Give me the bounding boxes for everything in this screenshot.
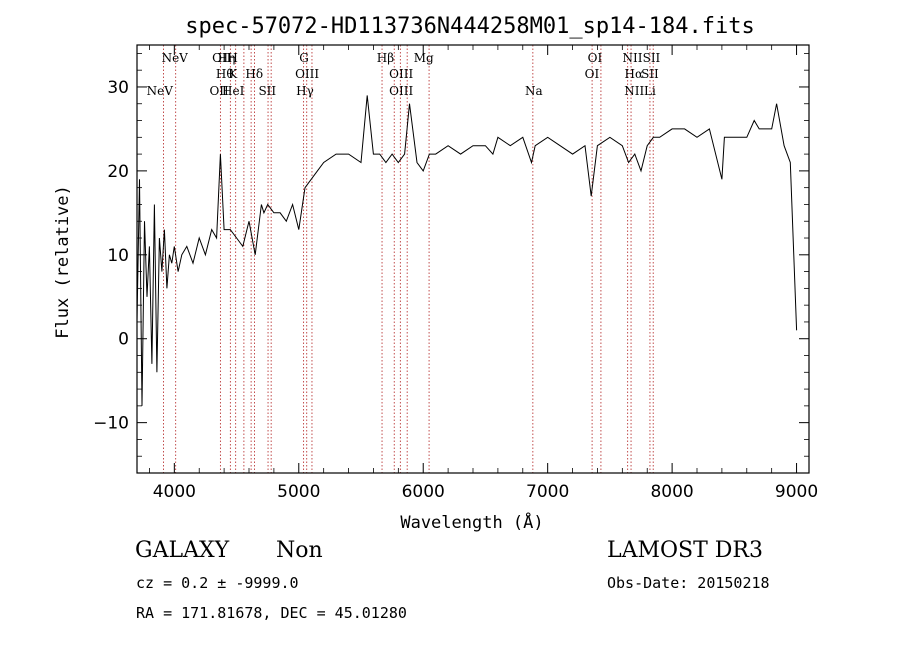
ion-label-lower_row-7: NII bbox=[624, 84, 644, 98]
y-tick-label: −10 bbox=[93, 414, 129, 434]
plot-frame bbox=[136, 44, 810, 474]
ion-label-middle_row-6: Hα bbox=[624, 67, 643, 81]
ion-label-middle_row-5: OI bbox=[585, 67, 600, 81]
x-tick-label: 7000 bbox=[526, 482, 569, 502]
x-axis-ticks: 4000 5000 6000 7000 8000 9000 bbox=[149, 45, 818, 502]
ion-label-lower_row-1: OII bbox=[209, 84, 229, 98]
chart-title: spec-57072-HD113736N444258M01_sp14-184.f… bbox=[185, 14, 755, 39]
survey-name: LAMOST DR3 bbox=[607, 538, 763, 563]
ion-label-middle_row-0: Hθ bbox=[216, 67, 234, 81]
ion-label-middle_row-7: SII bbox=[641, 67, 659, 81]
spectrum-chart: spec-57072-HD113736N444258M01_sp14-184.f… bbox=[53, 14, 818, 533]
x-axis-title: Wavelength (Å) bbox=[400, 511, 543, 533]
x-tick-label: 8000 bbox=[650, 482, 693, 502]
ion-label-lower_row-6: Na bbox=[525, 84, 543, 98]
ion-label-lower_row-2: HeI bbox=[222, 84, 245, 98]
y-tick-label: 10 bbox=[107, 246, 129, 266]
ion-label-upper_row-3: H bbox=[227, 51, 237, 65]
x-tick-label: 4000 bbox=[153, 482, 196, 502]
y-tick-label: 0 bbox=[118, 330, 129, 350]
y-axis-ticks: −10 0 10 20 30 bbox=[93, 52, 809, 457]
ion-label-upper_row-0: NeV bbox=[162, 51, 189, 65]
ion-label-middle_row-3: OIII bbox=[295, 67, 319, 81]
ion-label-upper_row-4: G bbox=[299, 51, 309, 65]
spectrum-line bbox=[136, 95, 798, 406]
ion-label-upper_row-5: Hβ bbox=[377, 51, 394, 65]
ion-label-middle_row-4: OIII bbox=[389, 67, 413, 81]
y-axis-title: Flux (relative) bbox=[53, 185, 73, 339]
ion-label-upper_row-6: Mg bbox=[414, 51, 434, 65]
ion-label-lower_row-4: Hγ bbox=[296, 84, 314, 98]
object-class: GALAXY bbox=[135, 538, 230, 563]
ion-label-lower_row-3: SII bbox=[258, 84, 276, 98]
ion-label-middle_row-2: Hδ bbox=[245, 67, 263, 81]
observation-date: Obs-Date: 20150218 bbox=[607, 574, 770, 592]
x-tick-label: 6000 bbox=[402, 482, 445, 502]
sky-coordinates: RA = 171.81678, DEC = 45.01280 bbox=[136, 604, 407, 622]
redshift-cz: cz = 0.2 ± -9999.0 bbox=[136, 574, 299, 592]
object-subclass: Non bbox=[276, 538, 323, 563]
ion-label-upper_row-9: SII bbox=[643, 51, 661, 65]
ion-label-upper_row-2: Hη bbox=[218, 51, 236, 65]
ion-label-lower_row-8: Li bbox=[644, 84, 656, 98]
emission-line-markers bbox=[163, 45, 654, 473]
y-tick-label: 30 bbox=[107, 78, 129, 98]
ion-label-upper_row-7: OI bbox=[588, 51, 603, 65]
y-tick-label: 20 bbox=[107, 162, 129, 182]
x-tick-label: 5000 bbox=[277, 482, 320, 502]
ion-label-lower_row-0: NeV bbox=[147, 84, 174, 98]
x-tick-label: 9000 bbox=[775, 482, 818, 502]
ion-label-lower_row-5: OIII bbox=[389, 84, 413, 98]
ion-label-middle_row-1: K bbox=[228, 67, 238, 81]
ion-label-upper_row-8: NII bbox=[623, 51, 643, 65]
ion-label-upper_row-1: OII bbox=[212, 51, 232, 65]
